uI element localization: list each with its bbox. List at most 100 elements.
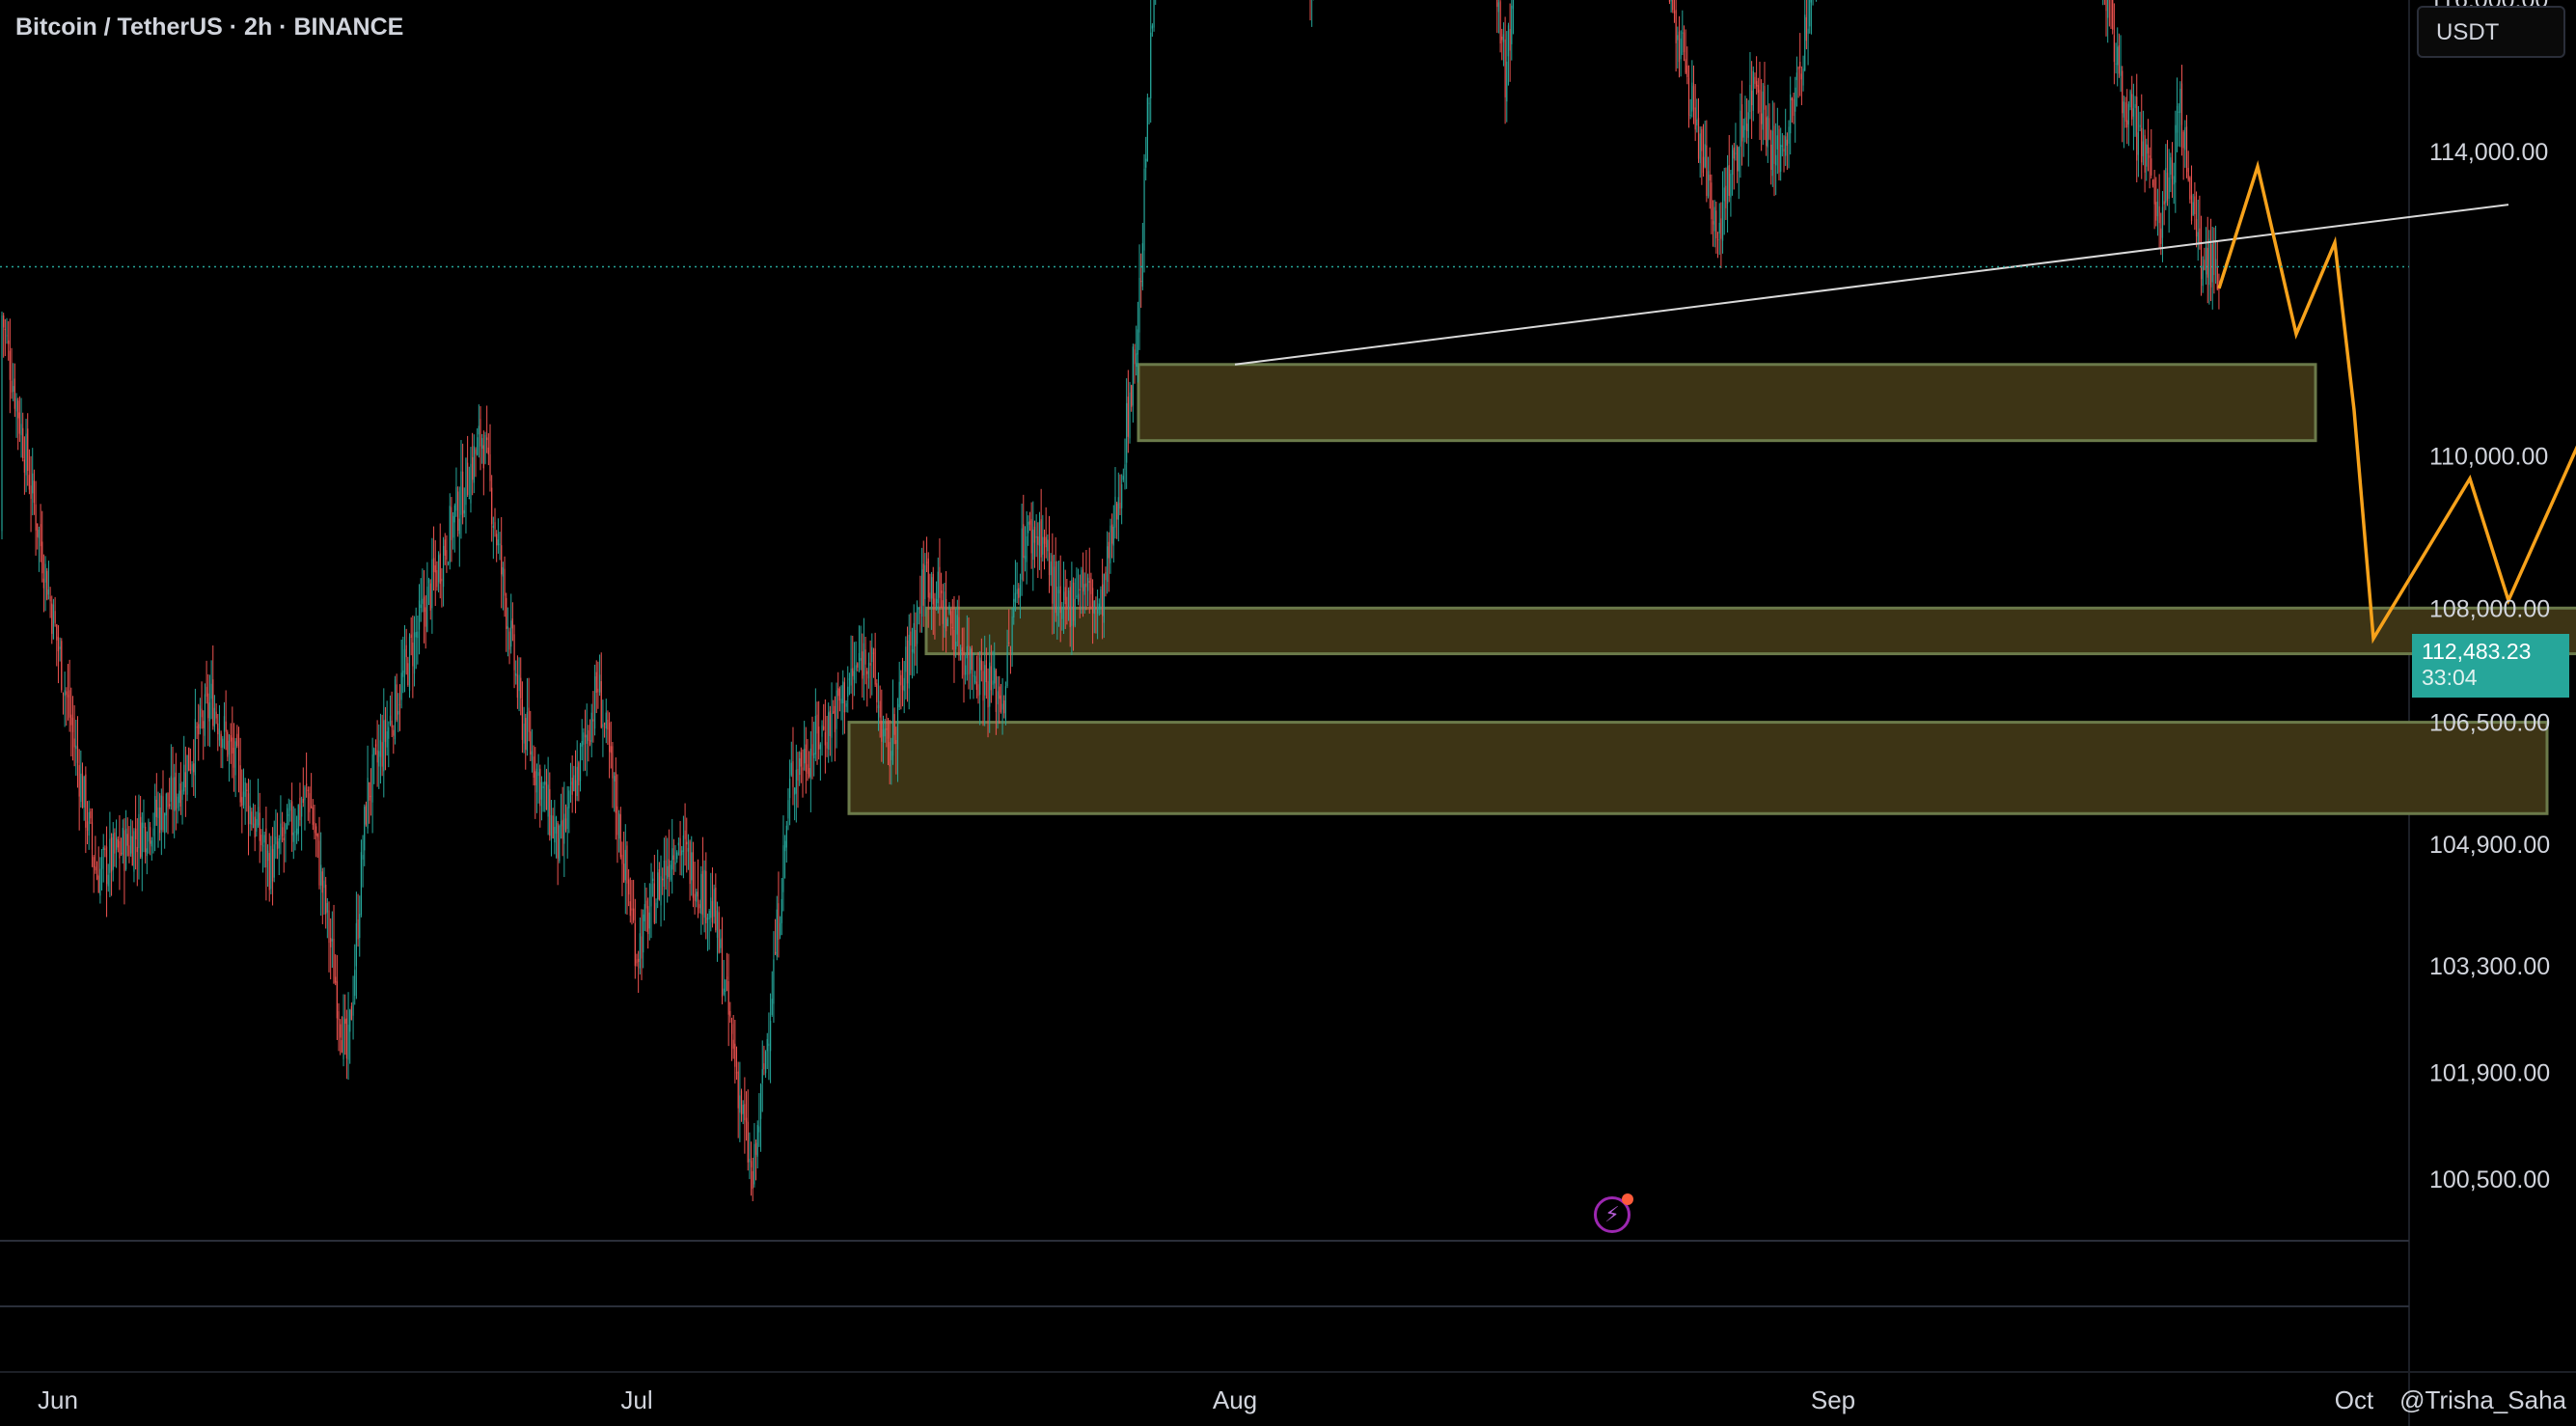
candle-body (708, 910, 710, 919)
candle-body (188, 748, 190, 771)
candle-body (2204, 260, 2206, 270)
candle-body (848, 678, 851, 680)
support-zone[interactable] (1137, 363, 2317, 443)
candle-body (2124, 102, 2126, 123)
candle-body (1762, 91, 1764, 130)
candle-body (629, 901, 631, 917)
candle-body (2137, 132, 2140, 155)
candle-body (33, 480, 35, 504)
candle-body (1074, 598, 1076, 626)
candle-body (484, 434, 486, 464)
candle-body (143, 822, 145, 829)
candle-body (263, 835, 265, 843)
candle-body (821, 725, 823, 737)
candle-body (20, 424, 22, 436)
candle-body (1112, 526, 1114, 546)
projection-path[interactable] (2217, 159, 2576, 644)
candle-body (1795, 72, 1797, 81)
candle-body (312, 807, 314, 825)
candle-body (735, 1072, 738, 1074)
candle-body (1132, 346, 1134, 406)
candle-body (386, 731, 388, 748)
candle-body (530, 731, 532, 755)
candle-body (2200, 243, 2203, 280)
candle-body (1129, 392, 1131, 439)
candle-body (1059, 586, 1061, 614)
currency-selector[interactable]: USDT (2417, 6, 2565, 58)
y-tick-label: 101,900.00 (2429, 1060, 2550, 1087)
candle-body (562, 819, 563, 839)
candle-body (452, 515, 454, 538)
candle-body (196, 726, 198, 728)
candle-body (1509, 29, 1511, 51)
candle-body (809, 748, 811, 779)
candle-body (1083, 584, 1085, 595)
candle-body (975, 681, 977, 690)
candle-body (370, 795, 372, 797)
candle-body (1148, 102, 1150, 104)
candle-body (807, 764, 808, 775)
candle-body (489, 453, 491, 481)
candle-body (934, 598, 936, 607)
projection-line[interactable] (2217, 159, 2576, 644)
candle-body (937, 571, 939, 604)
candle-body (1016, 589, 1018, 594)
candle-body (1114, 496, 1116, 528)
candle-body (252, 823, 255, 829)
candle-body (1723, 187, 1725, 202)
price-channel[interactable] (1234, 0, 2509, 366)
support-zone[interactable] (847, 721, 2549, 815)
symbol-title[interactable]: Bitcoin / TetherUS · 2h · BINANCE (15, 14, 404, 41)
support-zones[interactable] (847, 363, 2576, 815)
candle-body (112, 833, 114, 870)
candle-body (397, 710, 399, 715)
candle-body (1780, 144, 1782, 172)
candle-body (1706, 145, 1708, 197)
candle-body (383, 720, 385, 772)
candle-body (955, 642, 957, 649)
candle-body (1696, 119, 1698, 125)
candle-body (254, 816, 256, 837)
candle-body (1014, 592, 1017, 602)
candle-body (800, 752, 802, 767)
candle-body (11, 380, 13, 393)
candle-body (275, 836, 277, 845)
candle-body (1783, 149, 1785, 152)
candle-body (784, 840, 786, 852)
candle-body (508, 631, 510, 650)
candle-body (2142, 141, 2145, 156)
candle-body (513, 634, 515, 671)
candle-body (869, 663, 871, 666)
support-zone[interactable] (924, 606, 2576, 656)
candle-body (1689, 115, 1691, 117)
candle-body (643, 914, 644, 953)
candle-body (1501, 36, 1503, 41)
candle-body (915, 629, 917, 646)
candle-body (425, 607, 426, 627)
candle-body (14, 378, 15, 409)
candle-body (52, 604, 55, 640)
candle-body (968, 644, 970, 675)
candlesticks (1, 0, 2220, 1202)
candle-body (487, 447, 489, 455)
candle-body (482, 445, 484, 469)
candle-body (102, 846, 104, 851)
candle-body (925, 562, 928, 563)
candle-body (1134, 349, 1136, 365)
candle-body (705, 870, 707, 923)
candle-body (956, 615, 958, 635)
candle-body (718, 912, 720, 953)
candle-body (270, 845, 272, 890)
candle-body (104, 848, 106, 850)
channel-lower-line[interactable] (1234, 204, 2509, 366)
candle-body (184, 772, 186, 787)
candle-body (2127, 103, 2129, 125)
candle-body (789, 779, 791, 799)
candle-body (742, 1105, 744, 1114)
candle-body (1747, 112, 1749, 138)
candle-body (963, 650, 965, 675)
candle-body (468, 498, 470, 500)
lightning-icon[interactable]: ⚡ (1594, 1193, 1633, 1233)
candle-body (811, 744, 813, 756)
